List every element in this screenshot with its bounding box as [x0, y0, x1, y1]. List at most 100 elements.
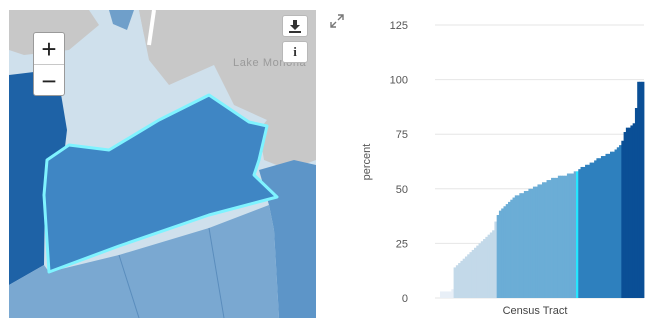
bar[interactable]: [555, 177, 559, 298]
bar[interactable]: [519, 193, 522, 298]
bar[interactable]: [453, 267, 457, 298]
bar[interactable]: [542, 182, 545, 298]
bar[interactable]: [632, 123, 636, 298]
bar[interactable]: [514, 195, 518, 298]
bar[interactable]: [535, 186, 538, 298]
bar[interactable]: [462, 258, 466, 298]
bar[interactable]: [526, 190, 529, 298]
bar[interactable]: [578, 169, 581, 298]
bar[interactable]: [600, 156, 604, 298]
bar[interactable]: [637, 81, 640, 298]
bar[interactable]: [628, 127, 631, 299]
bar[interactable]: [478, 243, 482, 298]
bar[interactable]: [476, 245, 479, 298]
bar[interactable]: [487, 234, 491, 298]
bar[interactable]: [537, 184, 541, 298]
bar[interactable]: [510, 199, 513, 298]
bars[interactable]: [440, 81, 645, 299]
bar[interactable]: [582, 166, 586, 298]
bar[interactable]: [467, 254, 470, 298]
bar[interactable]: [483, 239, 486, 298]
bar[interactable]: [566, 173, 570, 298]
zoom-in-button[interactable]: +: [34, 33, 64, 65]
bar[interactable]: [564, 175, 568, 298]
zoom-out-button[interactable]: −: [41, 65, 57, 96]
bar[interactable]: [442, 291, 445, 298]
bar[interactable]: [455, 265, 459, 298]
bar[interactable]: [548, 180, 552, 298]
bar[interactable]: [614, 149, 618, 298]
bar[interactable]: [464, 256, 468, 299]
bar[interactable]: [634, 107, 638, 299]
bar[interactable]: [546, 180, 550, 298]
bar[interactable]: [471, 249, 475, 298]
bar[interactable]: [496, 215, 500, 298]
info-button[interactable]: i: [282, 41, 308, 63]
bar[interactable]: [569, 173, 572, 298]
expand-icon[interactable]: [330, 14, 344, 28]
bar[interactable]: [539, 184, 543, 298]
bar[interactable]: [625, 127, 629, 299]
bar[interactable]: [603, 156, 606, 298]
bar[interactable]: [494, 221, 498, 298]
bar[interactable]: [508, 201, 511, 298]
bar[interactable]: [589, 162, 593, 298]
bar[interactable]: [562, 175, 566, 298]
bar[interactable]: [641, 81, 645, 298]
bar[interactable]: [557, 175, 561, 298]
bar[interactable]: [623, 132, 627, 298]
bar[interactable]: [607, 153, 611, 298]
bar[interactable]: [517, 195, 520, 298]
bar[interactable]: [598, 158, 602, 298]
bar[interactable]: [503, 206, 507, 298]
bar[interactable]: [596, 158, 600, 298]
download-button[interactable]: [282, 15, 308, 37]
bar[interactable]: [440, 291, 443, 298]
bar[interactable]: [480, 241, 484, 298]
bar[interactable]: [560, 175, 563, 298]
tract-north: [109, 10, 134, 30]
bar[interactable]: [544, 182, 547, 298]
bar[interactable]: [605, 153, 609, 298]
bar[interactable]: [512, 197, 516, 298]
bar[interactable]: [573, 171, 577, 298]
bar[interactable]: [639, 81, 643, 298]
bar[interactable]: [458, 263, 461, 298]
bar[interactable]: [501, 208, 504, 298]
bar[interactable]: [474, 247, 477, 298]
bar[interactable]: [571, 173, 575, 298]
bar[interactable]: [616, 147, 620, 298]
bar[interactable]: [489, 232, 493, 298]
bar[interactable]: [532, 186, 536, 298]
bar[interactable]: [621, 140, 624, 298]
bar[interactable]: [551, 177, 554, 298]
bar[interactable]: [630, 125, 634, 299]
bar[interactable]: [460, 260, 464, 298]
bar[interactable]: [498, 210, 502, 298]
bar[interactable]: [530, 188, 534, 298]
bar[interactable]: [585, 164, 588, 298]
bar[interactable]: [446, 291, 450, 298]
bar[interactable]: [469, 252, 473, 298]
bar[interactable]: [505, 204, 509, 298]
choropleth-map[interactable]: Lake Monona + − i: [9, 10, 316, 318]
bar[interactable]: [619, 145, 622, 298]
bar[interactable]: [485, 236, 488, 298]
highlighted-bar[interactable]: [576, 171, 579, 298]
selected-tract[interactable]: [42, 93, 279, 274]
bar[interactable]: [580, 166, 584, 298]
map-canvas[interactable]: [9, 10, 316, 318]
bar[interactable]: [591, 162, 595, 298]
bar[interactable]: [594, 160, 597, 298]
bar[interactable]: [449, 291, 452, 298]
bar[interactable]: [492, 230, 495, 298]
bar[interactable]: [587, 164, 590, 298]
bar[interactable]: [553, 177, 556, 298]
bar[interactable]: [521, 193, 525, 298]
bar[interactable]: [612, 151, 615, 298]
bar[interactable]: [451, 289, 454, 298]
bar[interactable]: [610, 151, 613, 298]
bar[interactable]: [523, 190, 527, 298]
bar[interactable]: [528, 188, 532, 298]
bar[interactable]: [444, 291, 448, 298]
